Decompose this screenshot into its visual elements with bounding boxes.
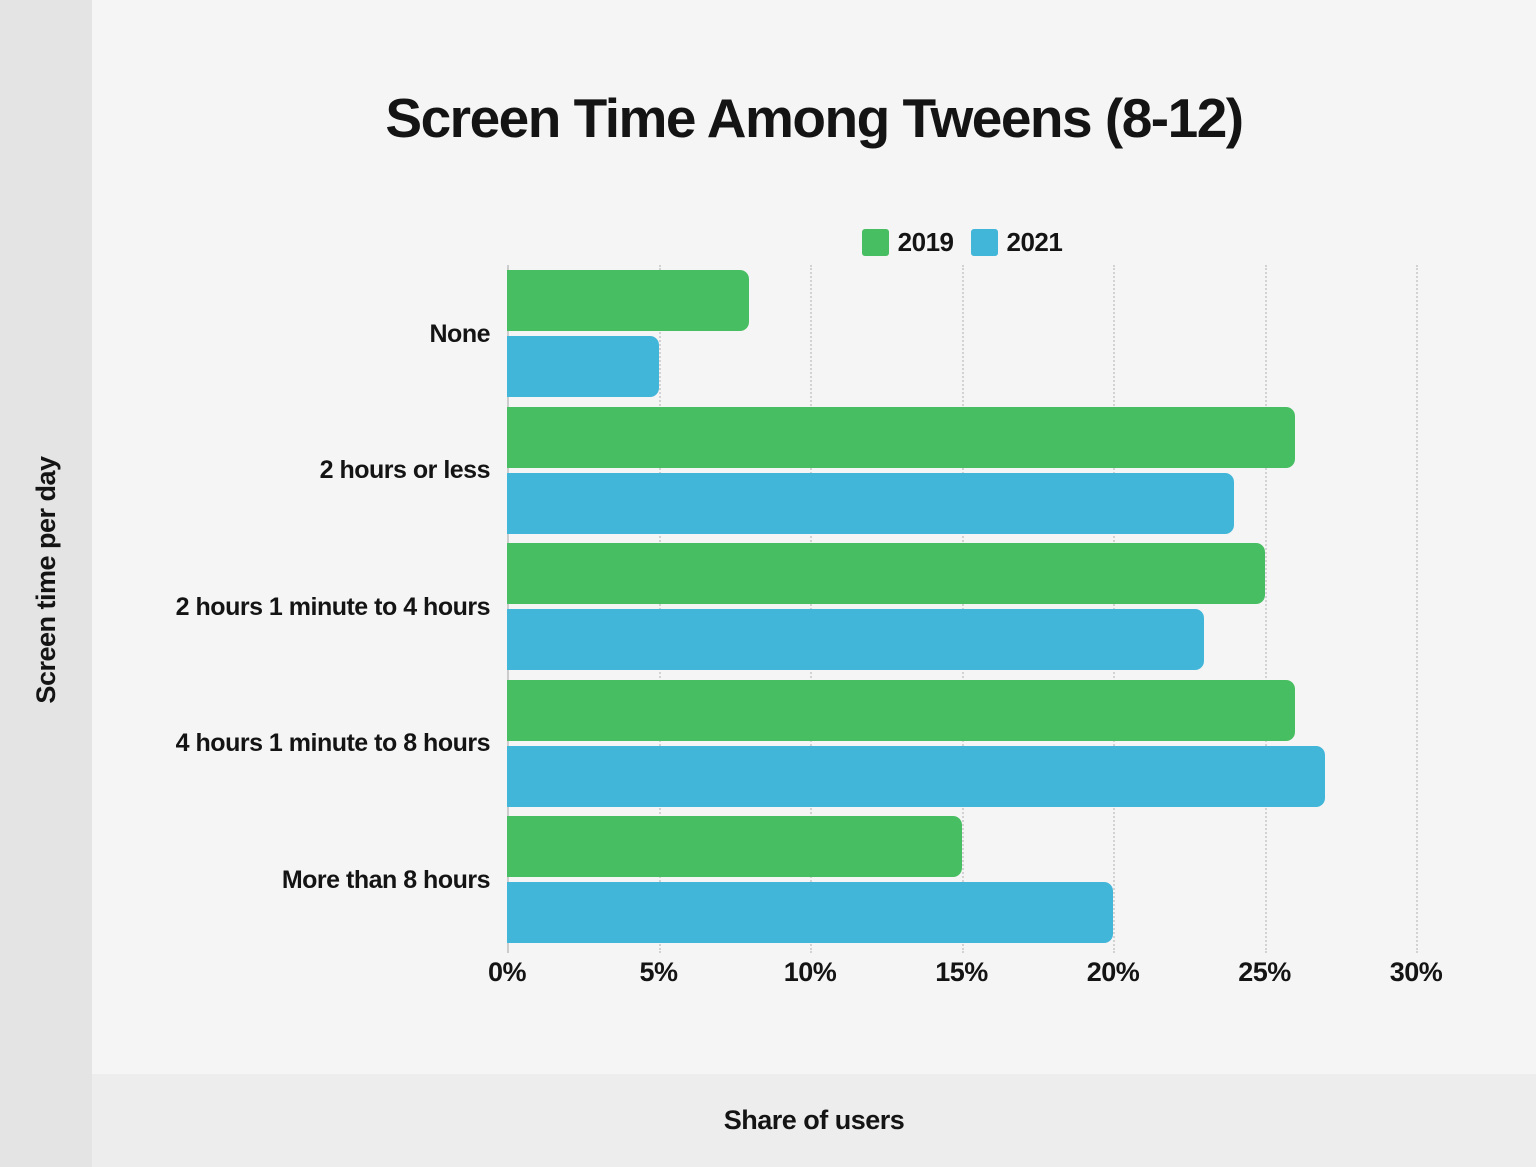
y-axis-sidebar: Screen time per day: [0, 0, 92, 1167]
category-label-2-hours-or-less: 2 hours or less: [319, 456, 491, 484]
legend-swatch-2021: [970, 228, 998, 256]
bar-2019-more-than-8-hours: [507, 816, 962, 877]
legend: 2019 2021: [507, 226, 1417, 258]
legend-label-2021: 2021: [1006, 226, 1063, 257]
legend-label-2019: 2019: [897, 226, 954, 257]
bar-2019-none: [507, 270, 750, 331]
category-label-more-than-8-hours: More than 8 hours: [281, 865, 491, 894]
chart-title: Screen Time Among Tweens (8-12): [385, 87, 1244, 149]
legend-item-2021: 2021: [970, 226, 1063, 258]
category-label-none: None: [429, 319, 491, 348]
category-label-4-hours-1-minute-to-8-hours: 4 hours 1 minute to 8 hours: [175, 729, 491, 757]
bar-2021-2-hours-1-minute-to-4-hours: [507, 609, 1204, 670]
legend-item-2019: 2019: [861, 226, 954, 258]
x-axis-label: Share of users: [723, 1105, 905, 1135]
y-axis-label: Screen time per day: [31, 456, 61, 704]
bar-2021-2-hours-or-less: [507, 472, 1235, 534]
bar-2019-2-hours-or-less: [507, 406, 1295, 468]
plot-area: 0% 5% 10% 15% 20% 25% 30%: [488, 265, 1516, 1005]
x-axis-strip: Share of users: [92, 1074, 1536, 1167]
x-tick-30: 30%: [1389, 957, 1443, 987]
x-tick-0: 0%: [487, 957, 527, 987]
x-tick-10: 10%: [783, 957, 837, 987]
category-label-2-hours-1-minute-to-4-hours: 2 hours 1 minute to 4 hours: [175, 592, 491, 621]
x-tick-15: 15%: [935, 957, 988, 987]
bar-2021-none: [507, 336, 659, 397]
legend-swatch-2019: [861, 228, 889, 256]
x-tick-5: 5%: [639, 957, 678, 987]
bar-2019-4-hours-1-minute-to-8-hours: [507, 679, 1295, 741]
category-axis: None 2 hours or less 2 hours 1 minute to 4…: [92, 265, 491, 955]
bar-2021-more-than-8-hours: [507, 882, 1113, 943]
bar-2021-4-hours-1-minute-to-8-hours: [507, 745, 1326, 807]
bar-2019-2-hours-1-minute-to-4-hours: [507, 543, 1265, 604]
x-tick-25: 25%: [1238, 957, 1291, 987]
x-tick-20: 20%: [1086, 957, 1140, 987]
gridline-25: [1264, 265, 1267, 953]
gridline-30: [1416, 265, 1418, 953]
